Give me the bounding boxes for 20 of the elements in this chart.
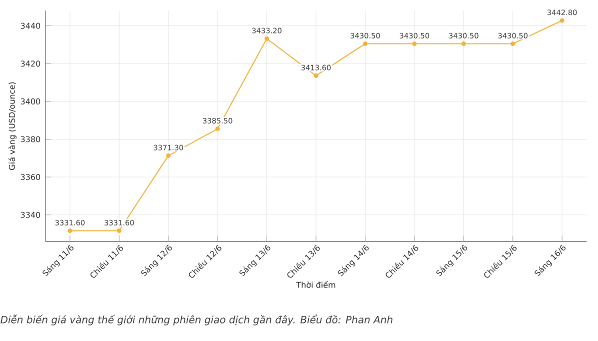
point (116, 228, 122, 234)
point (68, 228, 72, 234)
x-axis-title: Thời điểm (296, 280, 336, 288)
point (166, 153, 171, 158)
point (314, 73, 318, 78)
y-tick-label: 3420 (20, 60, 40, 67)
point (412, 41, 417, 46)
point (362, 41, 368, 46)
point (461, 41, 466, 46)
y-tick-label: 3440 (20, 22, 40, 29)
text: Diễn biến giá vàng thế giới những phiên giao dịch gần đây. Biểu đồ: Phan Anh (0, 314, 392, 326)
y-tick-label: 3360 (20, 174, 40, 180)
point (560, 18, 564, 23)
point (510, 41, 516, 46)
y-axis-title: Giá vàng (USD/ounce) (8, 82, 16, 170)
y-tick-label: 3380 (20, 136, 40, 142)
y-tick-label: 3340 (20, 212, 40, 218)
point (215, 126, 220, 132)
y-tick-label: 3400 (20, 98, 40, 104)
point (264, 36, 270, 41)
